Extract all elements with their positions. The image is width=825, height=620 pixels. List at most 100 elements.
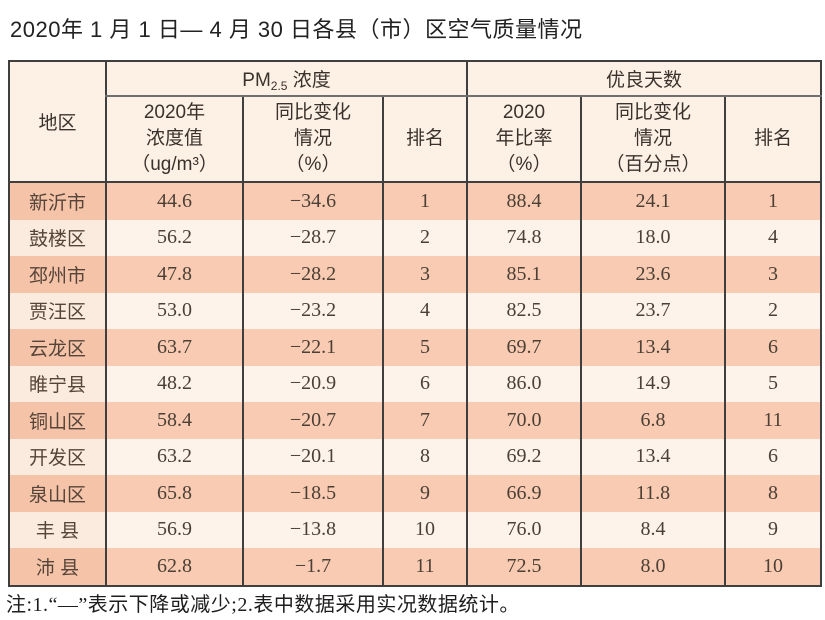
header-pm-change: 同比变化 情况 （%） <box>242 96 383 183</box>
header-days-change-line1: 同比变化 <box>614 102 691 123</box>
pm-value-cell: 63.2 <box>105 438 243 475</box>
footnote: 注:1.“—”表示下降或减少;2.表中数据采用实况数据统计。 <box>6 594 520 616</box>
pm-rank-cell: 8 <box>382 438 467 475</box>
table-row: 睢宁县 48.2 −20.9 6 86.0 14.9 5 <box>9 365 822 402</box>
pm-rank-cell: 11 <box>382 548 467 586</box>
days-change-cell: 23.6 <box>580 256 725 293</box>
table-header: 地区 PM2.5 浓度 优良天数 2020年 浓度值 （ug/m³） 同比变化 … <box>9 61 822 183</box>
days-ratio-cell: 72.5 <box>466 548 581 586</box>
region-cell: 铜山区 <box>9 402 106 439</box>
header-days-rank: 排名 <box>723 96 822 183</box>
table-row: 新沂市 44.6 −34.6 1 88.4 24.1 1 <box>9 182 822 220</box>
pm-rank-cell: 1 <box>382 182 467 220</box>
header-days-ratio-line3: （%） <box>496 154 552 175</box>
pm25-label-subscript: 2.5 <box>270 78 288 93</box>
days-change-cell: 13.4 <box>580 329 725 366</box>
pm-value-cell: 56.2 <box>105 219 243 256</box>
days-ratio-cell: 69.7 <box>466 329 581 366</box>
days-rank-cell: 6 <box>723 438 822 475</box>
pm-change-cell: −34.6 <box>242 182 383 220</box>
days-rank-cell: 4 <box>723 219 822 256</box>
days-rank-cell: 10 <box>723 548 822 586</box>
pm25-label-suffix: 浓度 <box>287 69 331 91</box>
days-change-cell: 14.9 <box>580 365 725 402</box>
table-row: 铜山区 58.4 −20.7 7 70.0 6.8 11 <box>9 402 822 439</box>
header-days-ratio-line1: 2020 <box>502 102 546 123</box>
pm-rank-cell: 9 <box>382 475 467 512</box>
table-row: 丰 县 56.9 −13.8 10 76.0 8.4 9 <box>9 511 822 548</box>
region-cell: 新沂市 <box>9 182 106 220</box>
table-row: 贾汪区 53.0 −23.2 4 82.5 23.7 2 <box>9 292 822 329</box>
table-row: 沛 县 62.8 −1.7 11 72.5 8.0 10 <box>9 548 822 586</box>
header-pm-value-line1: 2020年 <box>143 102 206 123</box>
pm-change-cell: −13.8 <box>242 511 383 548</box>
pm-value-cell: 62.8 <box>105 548 243 586</box>
pm-change-cell: −1.7 <box>242 548 383 586</box>
pm-change-cell: −28.7 <box>242 219 383 256</box>
pm-rank-cell: 10 <box>382 511 467 548</box>
days-ratio-cell: 66.9 <box>466 475 581 512</box>
header-pm-value-line3: （ug/m³） <box>131 154 218 175</box>
header-group-good-days: 优良天数 <box>465 61 822 97</box>
pm-value-cell: 63.7 <box>105 329 243 366</box>
region-cell: 云龙区 <box>9 329 106 366</box>
days-rank-cell: 2 <box>723 292 822 329</box>
days-change-cell: 23.7 <box>580 292 725 329</box>
pm-rank-cell: 7 <box>382 402 467 439</box>
days-change-cell: 8.4 <box>580 511 725 548</box>
header-days-change-line2: 情况 <box>633 128 672 149</box>
days-change-cell: 24.1 <box>580 182 725 220</box>
header-pm-change-line2: 情况 <box>293 128 332 149</box>
table-body: 新沂市 44.6 −34.6 1 88.4 24.1 1 鼓楼区 56.2 −2… <box>9 182 822 586</box>
pm-rank-cell: 3 <box>382 256 467 293</box>
days-change-cell: 13.4 <box>580 438 725 475</box>
header-pm-change-line3: （%） <box>285 154 341 175</box>
pm25-label-prefix: PM <box>242 69 271 91</box>
region-cell: 贾汪区 <box>9 292 106 329</box>
region-cell: 睢宁县 <box>9 365 106 402</box>
header-pm-change-line1: 同比变化 <box>274 102 351 123</box>
pm-rank-cell: 5 <box>382 329 467 366</box>
days-rank-cell: 9 <box>723 511 822 548</box>
header-days-change: 同比变化 情况 （百分点） <box>580 96 725 183</box>
days-rank-cell: 5 <box>723 365 822 402</box>
table-row: 开发区 63.2 −20.1 8 69.2 13.4 6 <box>9 438 822 475</box>
region-cell: 邳州市 <box>9 256 106 293</box>
header-days-ratio-line2: 年比率 <box>495 128 553 149</box>
region-cell: 泉山区 <box>9 475 106 512</box>
region-cell: 沛 县 <box>9 548 106 586</box>
days-change-cell: 11.8 <box>580 475 725 512</box>
header-group-pm25: PM2.5 浓度 <box>105 61 467 97</box>
region-cell: 开发区 <box>9 438 106 475</box>
days-ratio-cell: 85.1 <box>466 256 581 293</box>
table-row: 泉山区 65.8 −18.5 9 66.9 11.8 8 <box>9 475 822 512</box>
header-days-ratio: 2020 年比率 （%） <box>466 96 581 183</box>
table-row: 鼓楼区 56.2 −28.7 2 74.8 18.0 4 <box>9 219 822 256</box>
days-change-cell: 6.8 <box>580 402 725 439</box>
pm-change-cell: −22.1 <box>242 329 383 366</box>
table-row: 云龙区 63.7 −22.1 5 69.7 13.4 6 <box>9 329 822 366</box>
days-ratio-cell: 86.0 <box>466 365 581 402</box>
pm-change-cell: −28.2 <box>242 256 383 293</box>
days-ratio-cell: 74.8 <box>466 219 581 256</box>
pm-change-cell: −20.7 <box>242 402 383 439</box>
header-pm-value: 2020年 浓度值 （ug/m³） <box>105 96 243 183</box>
header-region: 地区 <box>9 61 106 183</box>
days-rank-cell: 3 <box>723 256 822 293</box>
region-cell: 丰 县 <box>9 511 106 548</box>
pm-value-cell: 65.8 <box>105 475 243 512</box>
pm-value-cell: 56.9 <box>105 511 243 548</box>
page-title: 2020年 1 月 1 日— 4 月 30 日各县（市）区空气质量情况 <box>10 17 583 42</box>
pm-value-cell: 58.4 <box>105 402 243 439</box>
days-ratio-cell: 70.0 <box>466 402 581 439</box>
days-ratio-cell: 88.4 <box>466 182 581 220</box>
pm-change-cell: −18.5 <box>242 475 383 512</box>
region-cell: 鼓楼区 <box>9 219 106 256</box>
header-pm-value-line2: 浓度值 <box>145 128 203 149</box>
days-rank-cell: 6 <box>723 329 822 366</box>
pm-value-cell: 47.8 <box>105 256 243 293</box>
pm-rank-cell: 6 <box>382 365 467 402</box>
pm-value-cell: 53.0 <box>105 292 243 329</box>
pm-rank-cell: 4 <box>382 292 467 329</box>
days-rank-cell: 11 <box>723 402 822 439</box>
